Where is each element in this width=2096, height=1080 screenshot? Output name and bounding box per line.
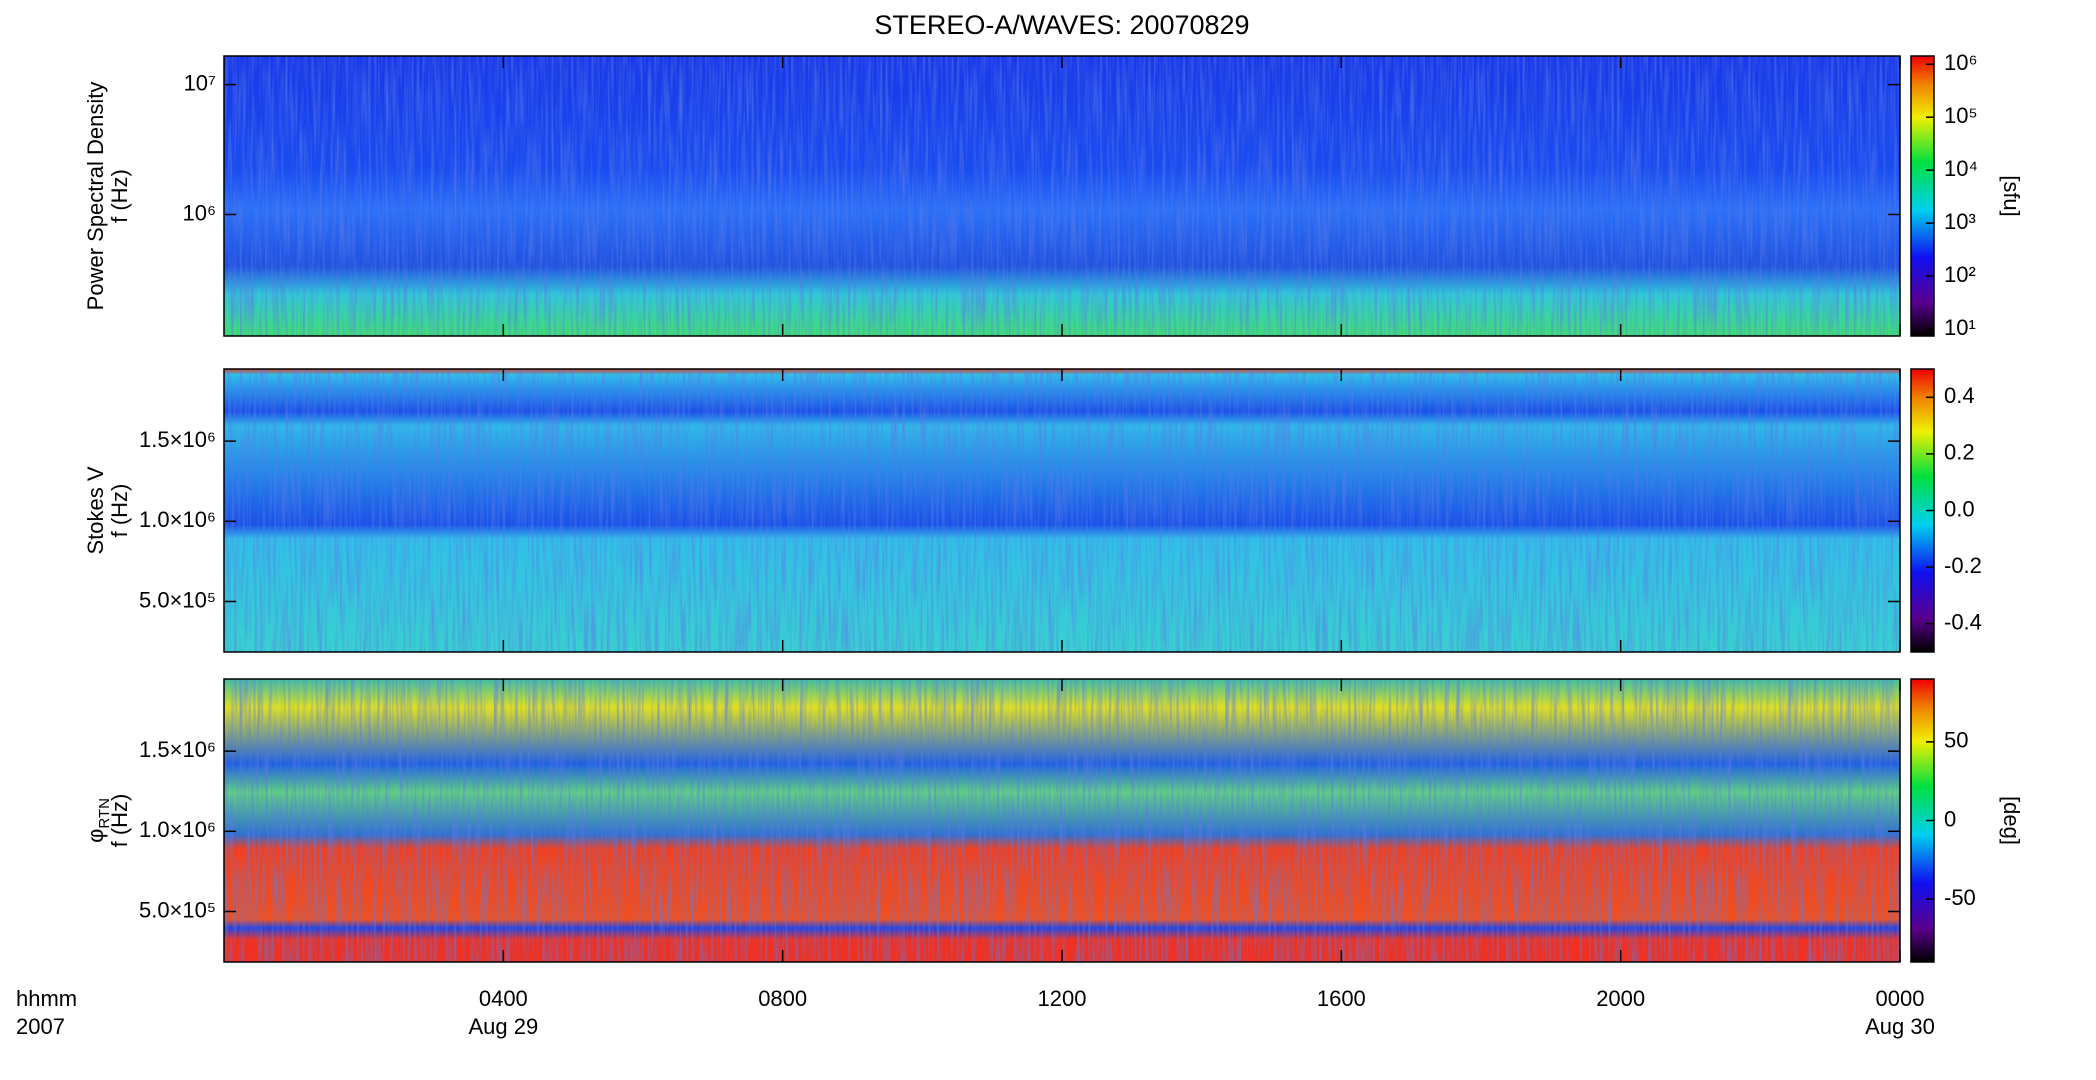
colorbar-tick-label: 0.0	[1944, 496, 1975, 521]
colorbar-tick-label: 0.4	[1944, 383, 1975, 408]
quantity: φ	[83, 829, 108, 843]
quantity: Stokes V	[83, 466, 108, 554]
colorbar-label: [sfu]	[1999, 175, 2024, 217]
x-axis-label: 2007	[16, 1014, 65, 1039]
x-tick-label: 1200	[1038, 986, 1087, 1011]
colorbar-tick-label: -0.2	[1944, 553, 1982, 578]
colorbar-tick-label: 0	[1944, 806, 1956, 831]
y-tick-label: 10⁷	[184, 70, 216, 95]
colorbar-tick-label: 10¹	[1944, 315, 1976, 340]
x-tick-label: 1600	[1317, 986, 1366, 1011]
colorbar-tick-label: 10⁵	[1944, 103, 1978, 128]
colorbar-tick-label: 10⁶	[1944, 50, 1978, 75]
y-tick-label: 5.0×10⁵	[139, 897, 216, 922]
colorbar-tick-label: -0.4	[1944, 610, 1982, 635]
colorbar-label: [deg]	[1999, 796, 2024, 845]
y-axis-label: f (Hz)	[107, 484, 132, 538]
y-axis-quantity: Stokes V	[83, 466, 108, 554]
y-tick-label: 5.0×10⁵	[139, 587, 216, 612]
y-axis-quantity: Power Spectral Density	[83, 82, 108, 311]
colorbar-tick-label: 0.2	[1944, 440, 1975, 465]
x-tick-label: 0400	[479, 986, 528, 1011]
y-tick-label: 1.0×10⁶	[139, 507, 216, 532]
y-tick-label: 1.5×10⁶	[139, 427, 216, 452]
chart-title: STEREO-A/WAVES: 20070829	[874, 10, 1249, 40]
colorbar	[1910, 55, 1935, 337]
colorbar-tick-label: 10³	[1944, 209, 1976, 234]
quantity: Power Spectral Density	[83, 82, 108, 311]
spectrogram-texture	[224, 679, 1900, 962]
y-tick-label: 1.0×10⁶	[139, 817, 216, 842]
y-axis-label: f (Hz)	[107, 169, 132, 223]
spectrogram-texture	[224, 369, 1900, 652]
x-tick-label: 0800	[758, 986, 807, 1011]
x-tick-label: 0000	[1876, 986, 1925, 1011]
y-tick-label: 1.5×10⁶	[139, 737, 216, 762]
colorbar-tick-label: -50	[1944, 885, 1976, 910]
quantity-sub: RTN	[96, 798, 113, 829]
spectrogram-texture	[224, 56, 1900, 336]
x-tick-label: 2000	[1596, 986, 1645, 1011]
colorbar-tick-label: 10²	[1944, 262, 1976, 287]
y-axis-label: f (Hz)	[107, 794, 132, 848]
y-tick-label: 10⁶	[182, 200, 216, 225]
colorbar-tick-label: 50	[1944, 728, 1968, 753]
colorbar-tick-label: 10⁴	[1944, 156, 1978, 181]
x-date-label: Aug 29	[468, 1014, 538, 1039]
x-date-label: Aug 30	[1865, 1014, 1935, 1039]
x-axis-label: hhmm	[16, 986, 77, 1011]
y-axis-quantity: φRTN	[83, 798, 114, 843]
